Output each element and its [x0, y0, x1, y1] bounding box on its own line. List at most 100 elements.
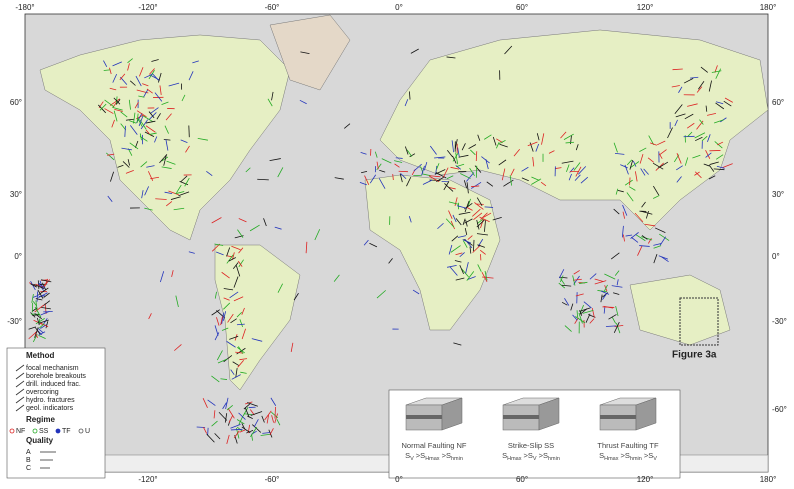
- stress-tick: [446, 56, 456, 59]
- stress-tick: [448, 186, 456, 190]
- stress-tick: [495, 142, 500, 149]
- stress-tick: [564, 298, 570, 306]
- stress-tick: [227, 408, 235, 419]
- stress-tick: [257, 178, 269, 181]
- stress-tick: [410, 48, 419, 54]
- method-label: hydro. fractures: [26, 397, 75, 404]
- stress-tick: [174, 344, 182, 351]
- stress-tick: [223, 302, 231, 310]
- regime-symbol: [55, 428, 61, 434]
- block-side: [635, 397, 657, 431]
- stress-tick: [692, 154, 701, 159]
- stress-tick: [381, 158, 392, 164]
- method-label: drill. induced frac.: [26, 381, 81, 388]
- stress-tick: [134, 102, 139, 109]
- stress-tick: [238, 218, 247, 223]
- stress-tick: [476, 218, 484, 225]
- stress-tick: [223, 297, 230, 301]
- stress-tick: [565, 141, 575, 144]
- stress-tick: [32, 307, 38, 312]
- stress-tick: [513, 148, 520, 157]
- stress-tick: [214, 433, 221, 440]
- stress-tick: [575, 144, 579, 151]
- stress-tick: [484, 270, 488, 281]
- stress-tick: [99, 103, 107, 111]
- stress-tick: [635, 234, 646, 242]
- stress-tick: [708, 80, 712, 92]
- stress-tick: [492, 136, 497, 146]
- stress-tick: [579, 281, 588, 284]
- stress-tick: [228, 257, 237, 262]
- formula-operator: >: [539, 451, 544, 460]
- stress-tick: [694, 171, 700, 176]
- stress-tick: [624, 164, 629, 175]
- stress-tick: [233, 430, 240, 439]
- diagram-formula: SV >SHmax >Shmin: [405, 451, 463, 462]
- stress-tick: [260, 434, 270, 436]
- stress-tick: [560, 131, 567, 139]
- stress-tick: [166, 160, 176, 165]
- stress-tick: [617, 189, 624, 193]
- stress-tick: [653, 185, 660, 196]
- stress-tick: [360, 170, 368, 174]
- fault-band: [503, 415, 539, 419]
- stress-tick: [455, 252, 463, 256]
- method-icon: [15, 396, 25, 404]
- stress-tick: [597, 290, 608, 293]
- stress-tick: [226, 254, 234, 264]
- stress-tick: [622, 234, 625, 242]
- stress-tick: [705, 152, 712, 158]
- stress-tick: [521, 166, 529, 172]
- stress-tick: [452, 152, 459, 162]
- stress-tick: [378, 178, 386, 189]
- stress-tick: [444, 183, 454, 192]
- stress-tick: [145, 125, 156, 133]
- stress-tick: [457, 235, 467, 238]
- stress-tick: [454, 260, 462, 263]
- stress-tick: [164, 191, 173, 194]
- stress-tick: [239, 429, 246, 433]
- stress-tick: [147, 171, 154, 181]
- quality-label: C: [26, 465, 31, 472]
- stress-tick: [144, 186, 150, 196]
- formula-subscript: V: [410, 456, 414, 462]
- stress-tick: [449, 266, 458, 276]
- stress-tick: [713, 168, 725, 171]
- stress-tick: [409, 91, 411, 100]
- stress-tick: [226, 434, 230, 444]
- stress-tick: [630, 161, 640, 169]
- stress-tick: [156, 113, 161, 120]
- stress-tick: [360, 151, 367, 155]
- stress-tick: [246, 430, 254, 434]
- stress-tick: [455, 152, 459, 165]
- stress-tick: [715, 154, 724, 160]
- stress-tick: [504, 45, 513, 55]
- stress-tick: [445, 218, 455, 228]
- stress-tick: [465, 219, 468, 227]
- stress-tick: [484, 220, 486, 232]
- stress-tick: [481, 156, 490, 164]
- stress-tick: [667, 127, 673, 139]
- method-icon: [15, 388, 25, 396]
- stress-tick: [159, 154, 168, 164]
- stress-tick: [98, 104, 107, 114]
- stress-tick: [110, 171, 115, 182]
- stress-tick: [711, 70, 722, 73]
- stress-tick: [236, 347, 246, 355]
- stress-tick: [708, 175, 716, 180]
- stress-tick: [641, 235, 648, 240]
- stress-tick: [477, 264, 482, 272]
- stress-tick: [639, 147, 647, 152]
- stress-tick: [270, 397, 277, 406]
- lat-label: 30°: [772, 190, 784, 199]
- stress-tick: [709, 164, 715, 172]
- stress-tick: [232, 252, 235, 260]
- stress-tick: [579, 307, 591, 312]
- inset-label: Figure 3a: [672, 350, 717, 361]
- stress-tick: [613, 142, 618, 153]
- stress-tick: [223, 288, 234, 291]
- stress-tick: [146, 88, 153, 94]
- stress-tick: [253, 419, 259, 428]
- stress-tick: [476, 233, 488, 236]
- stress-tick: [225, 397, 229, 410]
